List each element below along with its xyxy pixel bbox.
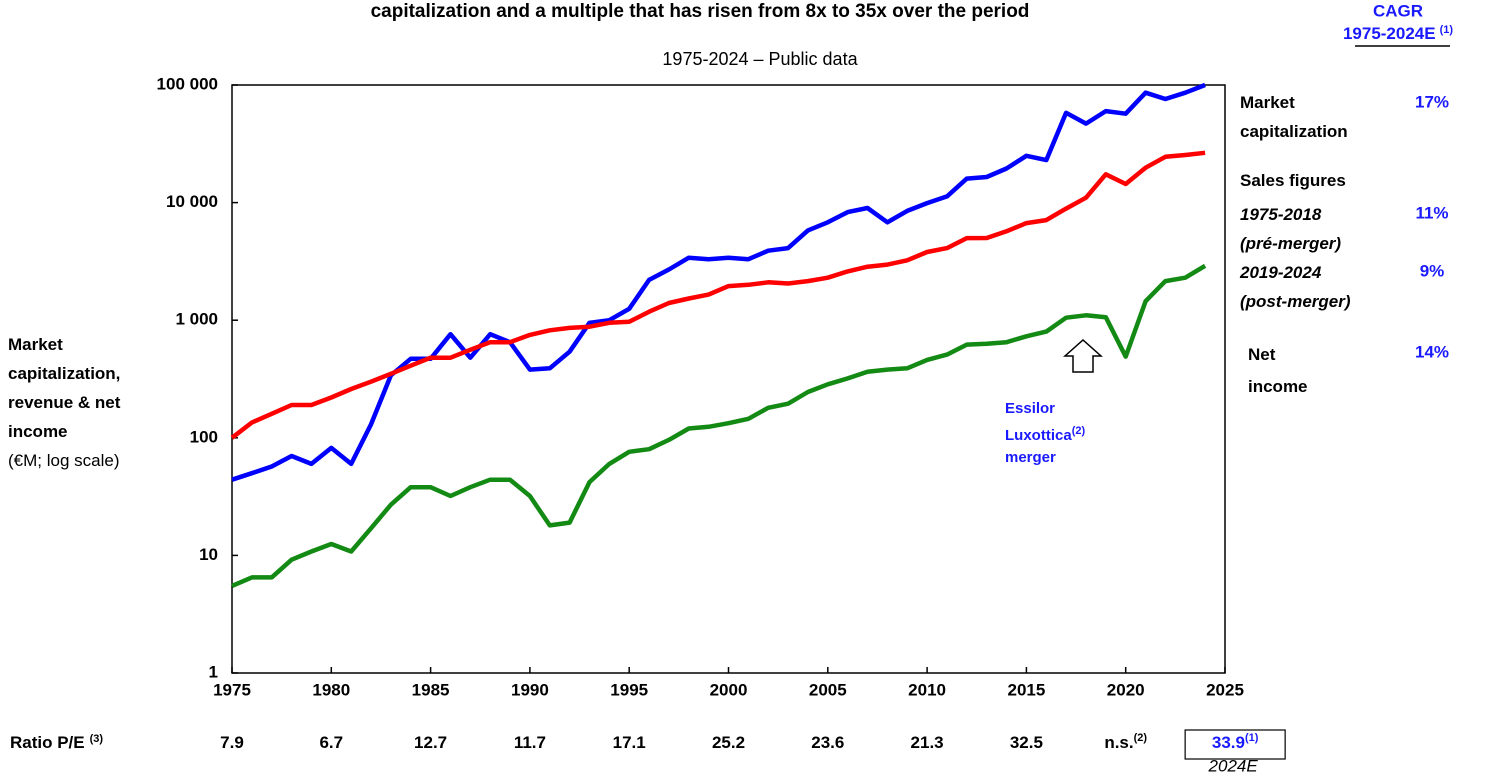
y-label: Market capitalization, revenue & net inc… — [8, 335, 121, 441]
annotation-text2: merger — [1005, 449, 1056, 466]
pe-value-text: 25.2 — [712, 733, 745, 752]
pe-estimate-box — [1184, 729, 1286, 760]
pe-value: 7.9 — [220, 733, 244, 752]
pe-value: 33.9(1) — [1212, 732, 1259, 753]
pe-value-text: 33.9 — [1212, 733, 1245, 752]
cagr-value: 9% — [1420, 261, 1445, 280]
y-unit: (€M; log scale) — [8, 451, 120, 470]
pe-value-text: 11.7 — [514, 733, 546, 752]
x-tick-label: 2005 — [809, 680, 847, 699]
pe-value: 32.5 — [1010, 733, 1043, 752]
pe-value: 21.3 — [911, 733, 944, 752]
pe-label: Ratio P/E (3) — [10, 733, 103, 753]
pe-label-text: Ratio P/E — [10, 733, 85, 752]
pe-value-text: 7.9 — [220, 733, 244, 752]
y-tick-label: 1 — [209, 662, 218, 681]
pe-value-text: n.s. — [1104, 733, 1133, 752]
chart-title: capitalization and a multiple that has r… — [371, 1, 1030, 22]
phase: (pré-merger) — [1240, 234, 1342, 253]
pe-value: 11.7 — [514, 733, 546, 752]
pe-value: 12.7 — [414, 733, 447, 752]
x-tick-label: 1995 — [610, 680, 648, 699]
pe-value: 6.7 — [319, 733, 343, 752]
y-tick-label: 10 — [199, 545, 218, 564]
pe-value-text: 6.7 — [319, 733, 343, 752]
pe-value-text: 23.6 — [811, 733, 844, 752]
legend-sales: Sales figures — [1240, 171, 1346, 190]
x-tick-label: 1990 — [511, 680, 549, 699]
pe-value-note: (2) — [1134, 732, 1148, 744]
x-tick-label: 2000 — [710, 680, 748, 699]
legend-net-income: Net income — [1248, 345, 1308, 396]
merger-arrow — [1063, 338, 1103, 373]
chart-subtitle: 1975-2024 – Public data — [662, 49, 858, 69]
cagr-period: 1975-2024E (1) — [1343, 24, 1453, 44]
x-tick-label: 2025 — [1206, 680, 1244, 699]
pe-value-text: 21.3 — [911, 733, 944, 752]
series-line — [231, 263, 1207, 588]
x-tick-label: 2010 — [908, 680, 946, 699]
legend-market-cap: Market capitalization — [1240, 93, 1348, 141]
pe-value: 17.1 — [613, 733, 646, 752]
sales-period-1: 1975-2018 (pré-merger) — [1240, 200, 1410, 258]
y-tick-label: 10 000 — [166, 192, 218, 211]
cagr-value: 17% — [1415, 92, 1449, 111]
pe-value-text: 12.7 — [414, 733, 447, 752]
x-tick-label: 1985 — [412, 680, 450, 699]
phase: (post-merger) — [1240, 292, 1351, 311]
y-axis-title: Market capitalization, revenue & net inc… — [8, 330, 160, 475]
pe-value-text: 17.1 — [613, 733, 646, 752]
y-tick-label: 1 000 — [175, 310, 218, 329]
sales-period-2: 2019-2024 (post-merger) — [1240, 258, 1410, 316]
y-tick-label: 100 000 — [157, 74, 218, 93]
x-tick-label: 2020 — [1107, 680, 1145, 699]
y-tick-label: 100 — [190, 427, 218, 446]
pe-value: 25.2 — [712, 733, 745, 752]
annotation-text: Essilor Luxottica — [1005, 400, 1072, 444]
merger-annotation: Essilor Luxottica(2) merger — [1005, 398, 1120, 469]
pe-value-note: (1) — [1245, 732, 1259, 744]
series-line — [230, 150, 1206, 440]
x-tick-label: 1975 — [213, 680, 251, 699]
pe-value: n.s.(2) — [1104, 732, 1147, 753]
cagr-title: CAGR — [1373, 1, 1423, 20]
annotation-note: (2) — [1071, 425, 1086, 437]
x-tick-label: 1980 — [312, 680, 350, 699]
cagr-period-text: 1975-2024E — [1343, 24, 1436, 43]
cagr-value: 14% — [1415, 342, 1449, 361]
period: 1975-2018 — [1240, 205, 1322, 224]
cagr-note: (1) — [1440, 24, 1454, 36]
pe-estimate-label: 2024E — [1208, 756, 1259, 775]
x-tick-label: 2015 — [1007, 680, 1045, 699]
pe-value-text: 32.5 — [1010, 733, 1043, 752]
pe-note: (3) — [90, 733, 104, 745]
cagr-value: 11% — [1415, 203, 1448, 222]
period: 2019-2024 — [1240, 263, 1322, 282]
pe-value: 23.6 — [811, 733, 844, 752]
